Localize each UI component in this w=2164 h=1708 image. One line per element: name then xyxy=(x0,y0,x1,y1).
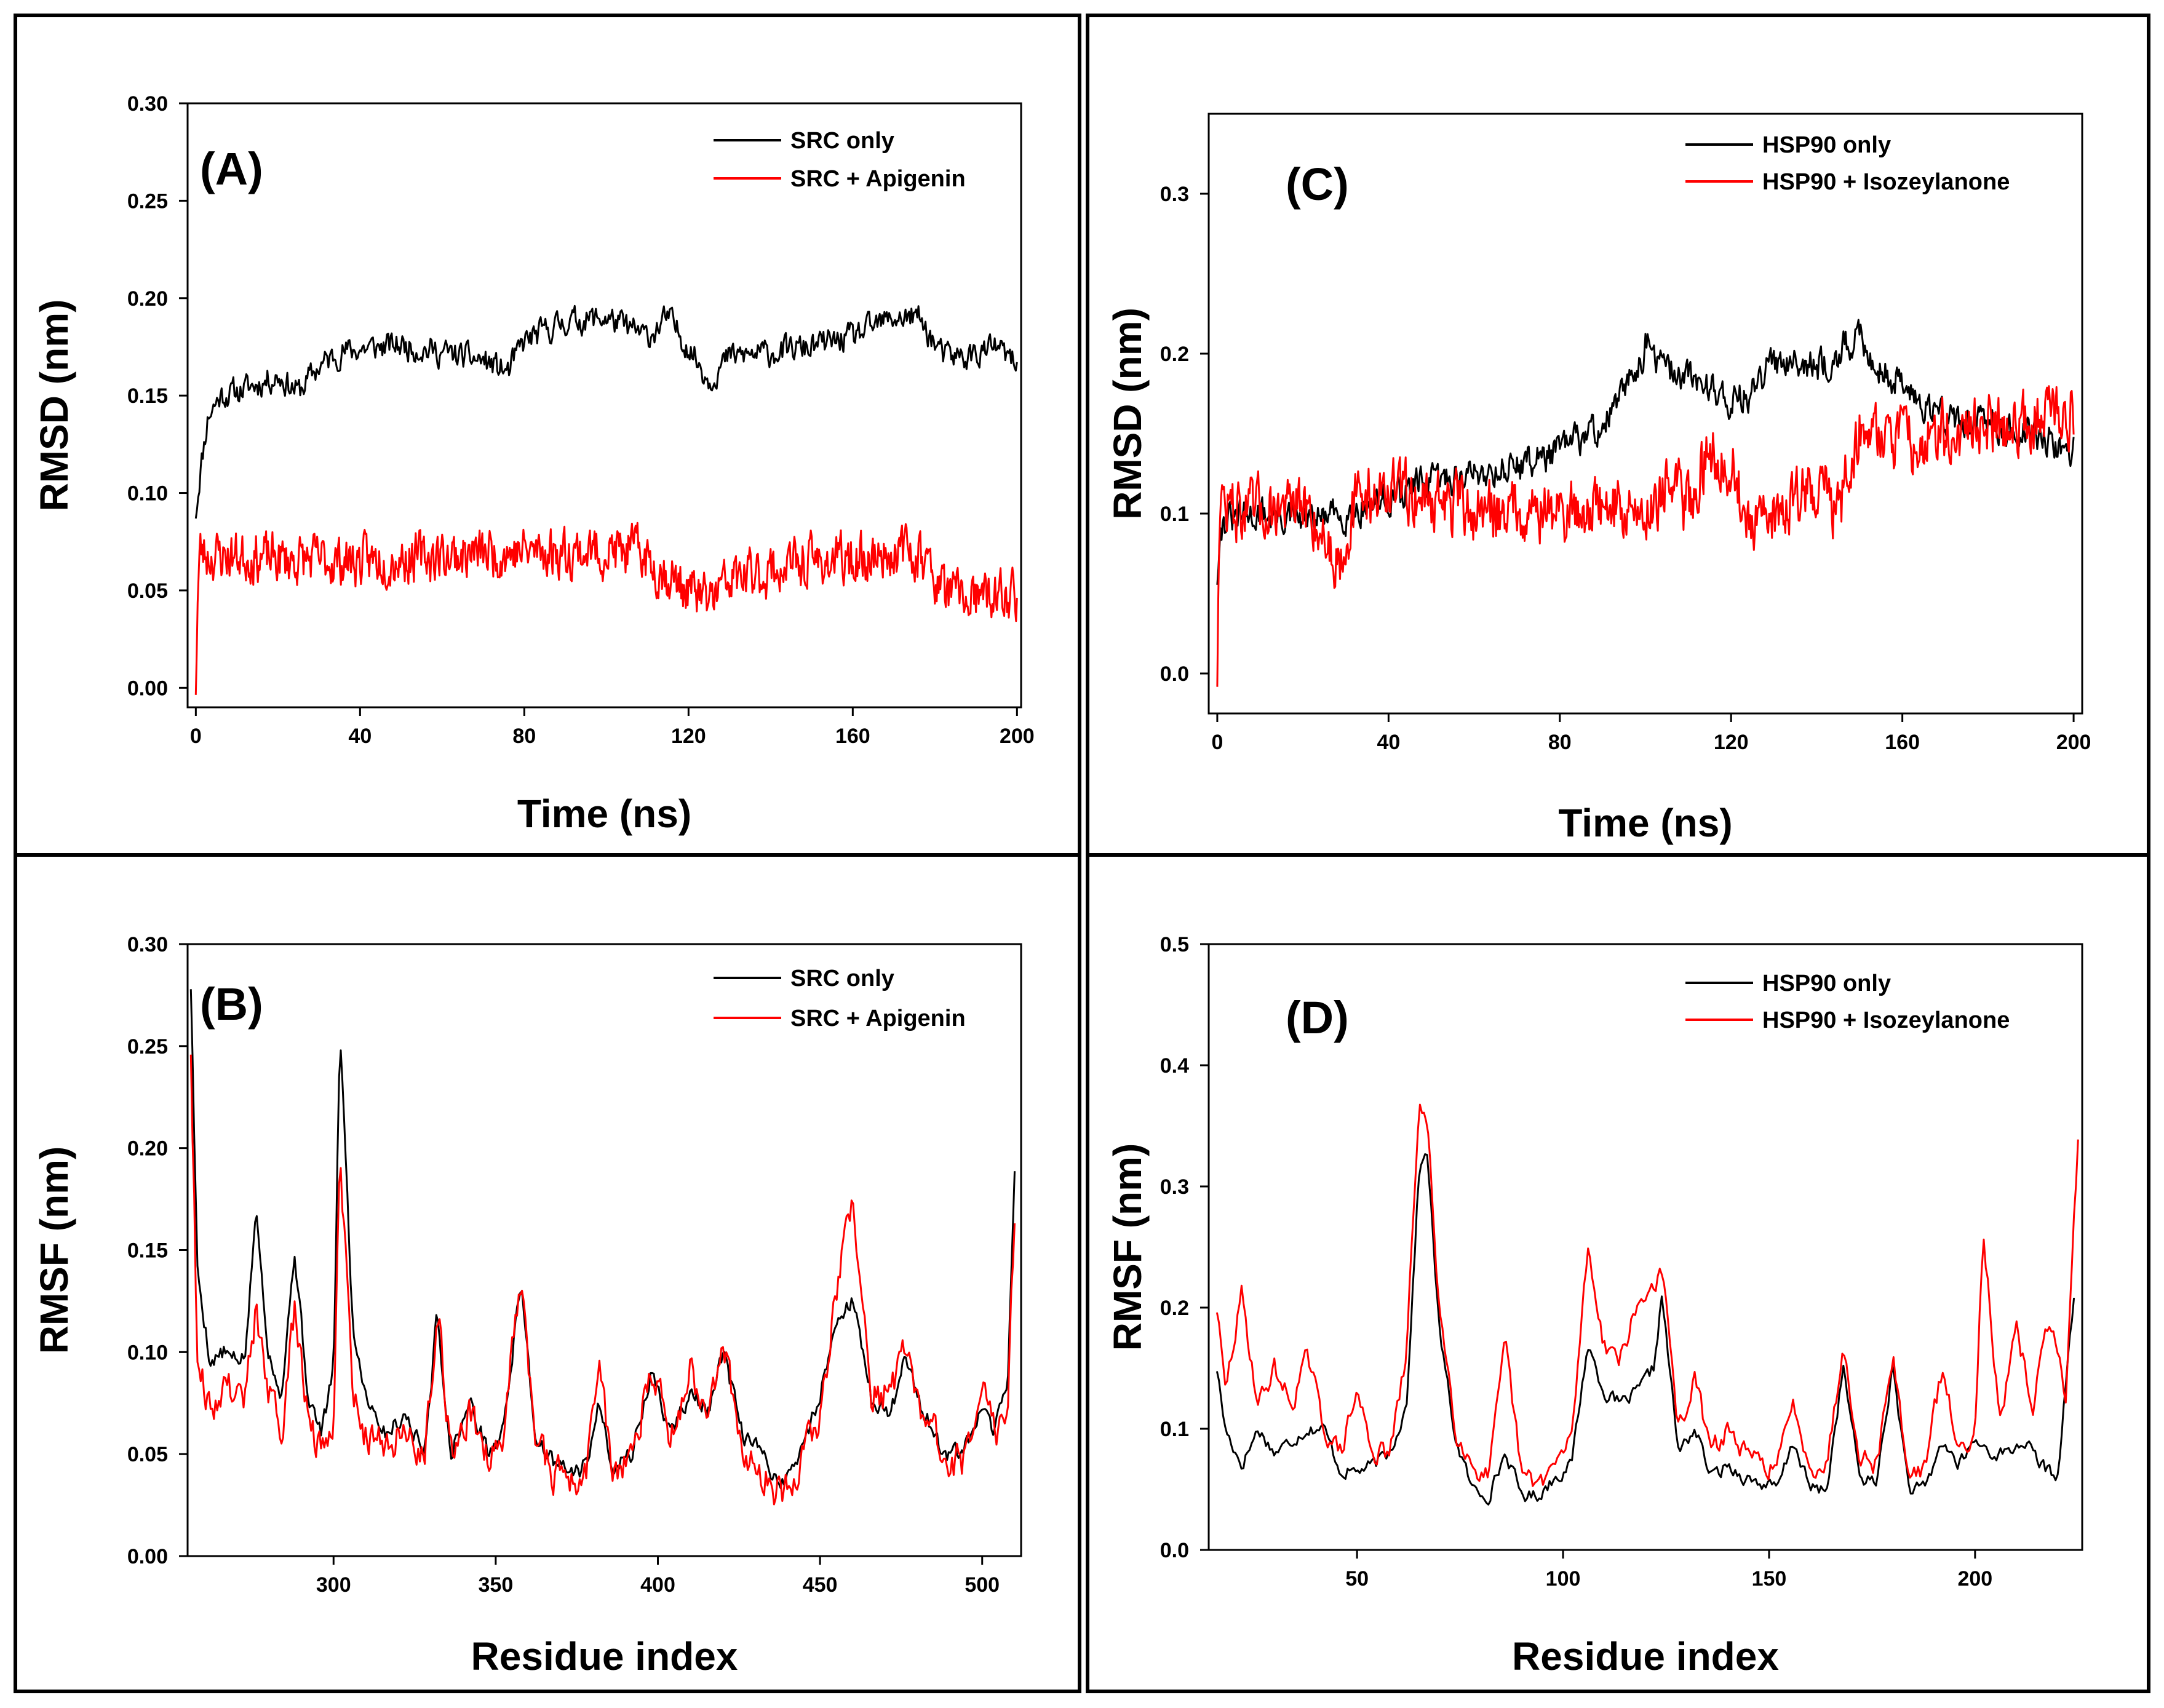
panel-label: (A) xyxy=(200,143,263,194)
series-line-c-1 xyxy=(1216,319,2075,585)
y-tick-label: 0.05 xyxy=(127,579,168,603)
y-tick-label: 0.0 xyxy=(1160,1539,1189,1562)
x-tick-label: 0 xyxy=(1211,731,1223,754)
y-tick-label: 0.20 xyxy=(127,1137,168,1161)
legend: HSP90 only HSP90 + Isozeylanone xyxy=(1685,132,2010,195)
legend-label: HSP90 + Isozeylanone xyxy=(1762,1007,2010,1033)
plot-area-d xyxy=(1207,943,2083,1551)
x-tick-label: 160 xyxy=(835,725,870,748)
plot-area-b xyxy=(186,943,1022,1557)
series-line-d-2 xyxy=(1215,1103,2079,1487)
x-tick-label: 40 xyxy=(348,725,372,748)
x-tick-label: 100 xyxy=(1546,1567,1581,1591)
x-axis-title: Time (ns) xyxy=(517,792,691,836)
y-axis-title: RMSF (nm) xyxy=(1105,1143,1150,1351)
x-tick-label: 200 xyxy=(1957,1567,1992,1591)
panel-frame-d xyxy=(1086,853,2150,1693)
y-tick-label: 0.2 xyxy=(1160,1297,1189,1320)
y-tick-label: 0.1 xyxy=(1160,1418,1189,1441)
x-tick-label: 400 xyxy=(640,1573,675,1597)
panel-frame-a xyxy=(14,14,1081,857)
x-tick-label: 200 xyxy=(2056,731,2091,754)
x-tick-label: 0 xyxy=(190,725,202,748)
legend: SRC only SRC + Apigenin xyxy=(714,128,966,192)
legend-label: SRC + Apigenin xyxy=(790,166,966,192)
x-tick-label: 80 xyxy=(512,725,536,748)
y-axis-title: RMSD (nm) xyxy=(32,300,76,512)
y-tick-label: 0.3 xyxy=(1160,1175,1189,1199)
legend-label: HSP90 + Isozeylanone xyxy=(1762,169,2010,195)
y-tick-label: 0.20 xyxy=(127,287,168,311)
x-tick-label: 500 xyxy=(965,1573,1000,1597)
panel-frame-c xyxy=(1086,14,2150,857)
y-tick-label: 0.05 xyxy=(127,1443,168,1466)
y-tick-label: 0.15 xyxy=(127,384,168,408)
y-tick-label: 0.30 xyxy=(127,933,168,956)
y-axis-title: RMSD (nm) xyxy=(1105,308,1150,520)
chart-a: 0 40 80 120 160 200 0.00 0.05 0.10 0.15 0.20 0.25 0.… xyxy=(32,92,1035,836)
legend: HSP90 only HSP90 + Isozeylanone xyxy=(1685,971,2010,1033)
x-tick-label: 200 xyxy=(1000,725,1035,748)
x-tick-label: 150 xyxy=(1752,1567,1787,1591)
x-tick-label: 50 xyxy=(1345,1567,1369,1591)
y-tick-label: 0.00 xyxy=(127,677,168,700)
y-tick-label: 0.3 xyxy=(1160,183,1189,206)
y-tick-label: 0.00 xyxy=(127,1545,168,1568)
series-line-b-2 xyxy=(189,1054,1016,1506)
plot-area-a xyxy=(186,102,1022,709)
y-tick-label: 0.0 xyxy=(1160,662,1189,686)
legend-label: HSP90 only xyxy=(1762,971,1891,996)
series-line-c-2 xyxy=(1216,385,2075,687)
y-tick-label: 0.2 xyxy=(1160,343,1189,366)
panel-label: (D) xyxy=(1286,992,1349,1043)
legend-label: SRC only xyxy=(790,128,894,154)
panel-label: (B) xyxy=(200,979,263,1030)
legend: SRC only SRC + Apigenin xyxy=(714,966,966,1031)
y-tick-label: 0.25 xyxy=(127,1035,168,1059)
chart-c: 0 40 80 120 160 200 0.0 0.1 0.2 0.3 Time (ns) RMSD … xyxy=(1105,113,2091,845)
legend-label: SRC + Apigenin xyxy=(790,1006,966,1031)
x-tick-label: 300 xyxy=(316,1573,351,1597)
x-tick-label: 80 xyxy=(1548,731,1572,754)
y-tick-label: 0.10 xyxy=(127,1341,168,1364)
x-tick-label: 350 xyxy=(479,1573,514,1597)
panel-frame-b xyxy=(14,853,1081,1693)
x-axis-title: Residue index xyxy=(471,1634,738,1678)
x-tick-label: 450 xyxy=(803,1573,838,1597)
x-axis-title: Time (ns) xyxy=(1558,801,1732,845)
y-tick-label: 0.30 xyxy=(127,92,168,116)
y-tick-label: 0.5 xyxy=(1160,933,1189,956)
y-tick-label: 0.15 xyxy=(127,1239,168,1263)
plot-area-c xyxy=(1207,113,2083,715)
series-line-b-1 xyxy=(189,989,1016,1490)
y-tick-label: 0.4 xyxy=(1160,1054,1189,1078)
series-line-d-1 xyxy=(1215,1153,2075,1506)
x-tick-label: 120 xyxy=(671,725,706,748)
legend-label: SRC only xyxy=(790,966,894,991)
chart-b: 300 350 400 450 500 0.00 0.05 0.10 0.15 0.20 0.25 0… xyxy=(32,933,1022,1678)
x-axis-title: Residue index xyxy=(1512,1634,1779,1678)
series-line-a-2 xyxy=(194,522,1018,695)
series-line-a-1 xyxy=(194,304,1018,519)
panel-label: (C) xyxy=(1286,159,1349,210)
x-tick-label: 40 xyxy=(1377,731,1400,754)
legend-label: HSP90 only xyxy=(1762,132,1891,158)
y-axis-title: RMSF (nm) xyxy=(32,1146,76,1354)
y-tick-label: 0.25 xyxy=(127,189,168,213)
x-tick-label: 120 xyxy=(1714,731,1749,754)
y-tick-label: 0.1 xyxy=(1160,502,1189,526)
x-tick-label: 160 xyxy=(1885,731,1920,754)
chart-d: 50 100 150 200 0.0 0.1 0.2 0.3 0.4 0.5 Residue ind… xyxy=(1105,933,2083,1678)
y-tick-label: 0.10 xyxy=(127,482,168,506)
